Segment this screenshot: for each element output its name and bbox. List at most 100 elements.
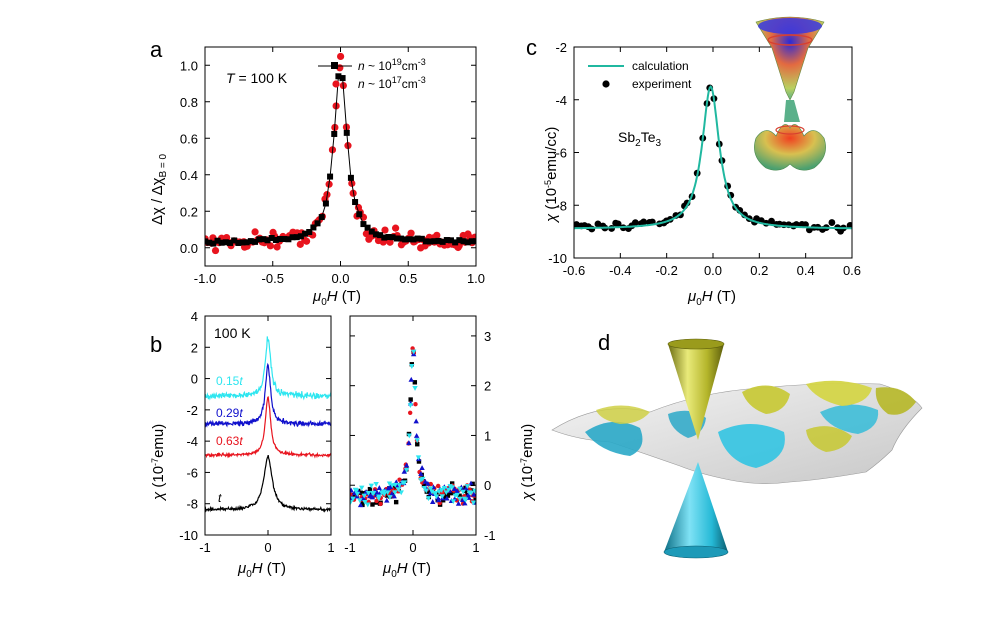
panel-c-letter: c (526, 35, 537, 60)
panel-a: a -1.0 -0.5 0.0 0.5 1.0 0.0 0.2 0.4 0.6 0.8 1.0 T… (149, 37, 485, 308)
panel-a-temperature-symbol: T (226, 70, 236, 86)
data-point-0.15t (350, 499, 354, 505)
data-point-0.15t (409, 364, 415, 369)
data-point-red (337, 52, 345, 61)
panel-b-letter: b (150, 332, 162, 357)
data-point-experiment (768, 217, 775, 225)
data-point-black (227, 239, 234, 246)
data-point-t (384, 493, 390, 498)
data-point-t (393, 499, 399, 505)
data-point-0.29t (455, 500, 462, 506)
data-point-black (281, 236, 288, 243)
panel-b-right-x-ticks: -1 0 1 (344, 316, 480, 555)
data-point-black (331, 130, 338, 137)
data-point-black (427, 238, 434, 245)
data-point-black (297, 233, 304, 240)
data-point-black (393, 235, 400, 242)
data-point-black (418, 235, 425, 242)
x-tick-label: 0.2 (750, 263, 768, 278)
data-point-0.29t (376, 485, 383, 490)
data-point-0.29t (451, 486, 458, 492)
data-point-0.15t (468, 490, 474, 496)
data-point-black (360, 221, 367, 228)
data-point-0.63t (435, 483, 441, 489)
panel-b-temperature: 100 K (214, 325, 251, 341)
upper-cone-rim (667, 338, 725, 350)
data-point-0.15t (370, 491, 377, 496)
data-point-t (445, 493, 451, 498)
data-point-experiment (631, 219, 639, 227)
panel-c-y-label: χ (10-5emu/cc) (543, 127, 560, 224)
data-point-0.15t (386, 481, 393, 487)
x-tick-label: 0.0 (331, 271, 349, 286)
x-tick-label: 0.4 (797, 263, 815, 278)
data-point-0.15t (361, 493, 367, 499)
series-line-t (205, 454, 331, 513)
data-point-0.29t (454, 488, 460, 494)
panel-b-right-y-ticks: -1 0 1 2 3 (350, 329, 496, 543)
data-point-t (421, 483, 427, 488)
data-point-experiment (828, 219, 836, 226)
data-point-black (381, 234, 388, 241)
legend-a-square-marker (331, 62, 338, 69)
data-point-0.15t (429, 489, 435, 495)
data-point-0.63t (407, 410, 413, 415)
data-point-black (210, 240, 217, 247)
data-point-0.15t (414, 438, 420, 444)
data-point-t (448, 490, 453, 496)
data-point-t (473, 497, 476, 502)
panel-c-inset-band-illustration (754, 16, 826, 171)
panel-c-x-label: μ0H (T) (687, 288, 736, 308)
data-point-0.15t (365, 502, 371, 508)
lower-cone (664, 462, 728, 552)
data-point-black (260, 236, 267, 243)
data-point-0.15t (376, 494, 382, 500)
data-point-0.29t (408, 376, 414, 382)
data-point-0.29t (465, 492, 472, 497)
panel-c-material: Sb2Te3 (618, 129, 661, 149)
data-point-black (397, 235, 404, 242)
data-point-0.15t (354, 491, 361, 497)
panel-c: c -0.6 -0.4 -0.2 0.0 0.2 0.4 0.6 -10 -8 -6 -4 -2 c… (526, 16, 861, 308)
data-point-black (252, 238, 259, 245)
data-point-black (414, 235, 421, 242)
panel-b-right-x-label: μ0H (T) (382, 560, 431, 580)
data-point-black (239, 239, 246, 246)
data-point-black (468, 238, 475, 245)
data-point-0.15t (438, 487, 445, 493)
data-point-black (214, 237, 221, 244)
data-point-0.15t (403, 467, 410, 473)
data-point-0.29t (357, 502, 364, 508)
data-point-black (410, 236, 417, 243)
data-point-0.29t (463, 485, 469, 491)
y-tick-label: -6 (186, 465, 198, 480)
y-tick-label: 2 (191, 340, 198, 355)
data-point-0.15t (392, 490, 398, 496)
data-point-0.15t (373, 482, 379, 487)
data-point-t (367, 486, 373, 492)
data-point-t (370, 502, 375, 507)
data-point-black (231, 237, 238, 244)
panel-a-temperature-value: = 100 K (235, 70, 288, 86)
data-point-black (389, 234, 396, 241)
data-point-0.29t (413, 432, 420, 438)
data-point-0.15t (433, 494, 440, 500)
thickness-label-0.29t: 0.29t (216, 406, 243, 420)
data-point-0.15t (443, 490, 449, 496)
data-point-0.29t (422, 478, 429, 484)
data-point-red (391, 224, 400, 232)
y-tick-label: 0.6 (180, 131, 198, 146)
data-point-0.15t (454, 492, 460, 498)
y-tick-label: 1.0 (180, 58, 198, 73)
panel-c-legend: calculation experiment (588, 59, 692, 91)
data-point-0.15t (350, 496, 356, 502)
data-point-red (266, 242, 274, 250)
y-tick-label: 3 (484, 329, 491, 344)
data-point-0.63t (413, 402, 418, 407)
x-tick-label: -0.5 (262, 271, 284, 286)
panel-c-x-ticks: -0.6 -0.4 -0.2 0.0 0.2 0.4 0.6 (563, 47, 861, 278)
data-point-experiment (588, 225, 596, 233)
data-point-black (356, 211, 363, 218)
panel-a-y-ticks: 0.0 0.2 0.4 0.6 0.8 1.0 (180, 58, 476, 256)
series-line-0.63t (205, 396, 331, 459)
